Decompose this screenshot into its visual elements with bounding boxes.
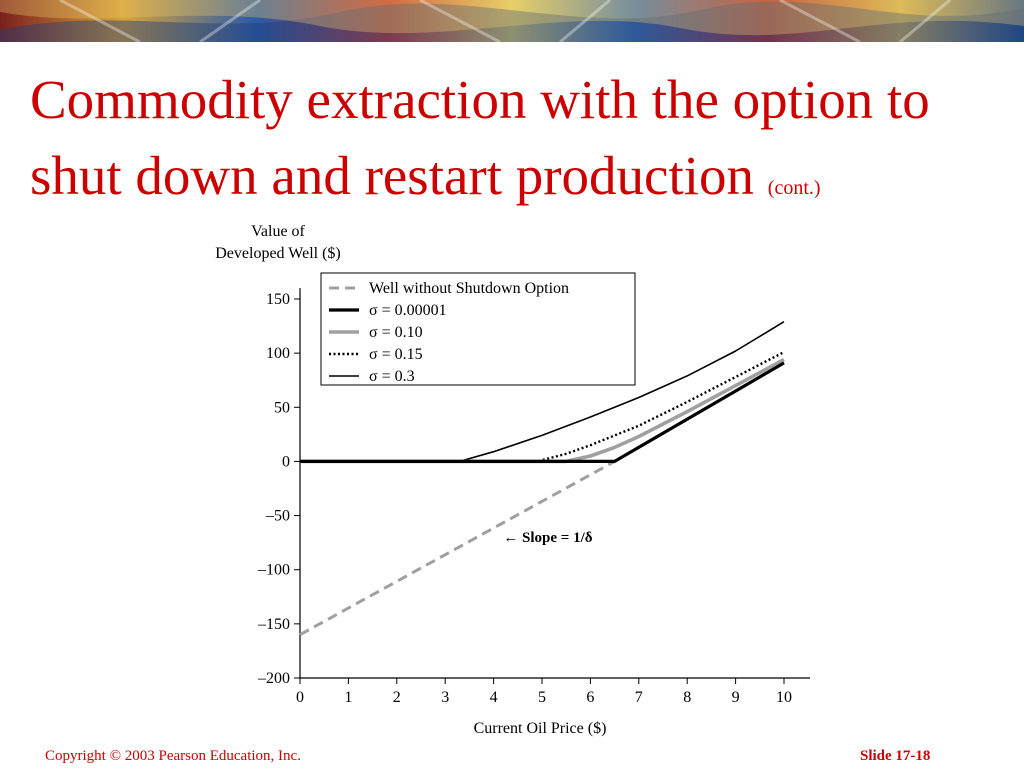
y-axis-label-line2: Developed Well ($) — [215, 245, 340, 262]
y-tick-label: 0 — [282, 453, 290, 470]
y-axis-label-line1: Value of — [251, 223, 305, 240]
series-layer — [299, 321, 785, 637]
y-tick-label: 50 — [274, 399, 290, 416]
y-tick-label: 150 — [266, 291, 290, 308]
series-line-1 — [300, 361, 785, 463]
y-tick-label: 100 — [266, 345, 290, 362]
series-line-0 — [299, 460, 616, 637]
decorative-banner — [0, 0, 1024, 42]
y-tick-label: –150 — [257, 616, 290, 633]
copyright-text: Copyright © 2003 Pearson Education, Inc. — [45, 748, 301, 764]
x-axis-label: Current Oil Price ($) — [474, 720, 607, 737]
y-tick-label: –50 — [265, 508, 290, 525]
axes: 150 100 50 0 –50 –100 –150 –200 0 1 2 3 4 5 6 7 8 9 10 — [257, 288, 810, 706]
x-tick-label: 1 — [344, 689, 352, 706]
x-tick-label: 4 — [490, 689, 498, 706]
legend-label: σ = 0.00001 — [369, 302, 447, 319]
slide-number: Slide 17-18 — [860, 748, 931, 764]
x-tick-label: 8 — [683, 689, 691, 706]
chart-container: Value of Developed Well ($) Current Oil … — [0, 210, 1024, 745]
legend-label: σ = 0.10 — [369, 324, 423, 341]
slide-title-suffix: (cont.) — [767, 177, 821, 199]
x-tick-label: 6 — [586, 689, 594, 706]
slope-annotation: ← Slope = 1/δ — [503, 530, 592, 546]
x-tick-label: 7 — [635, 689, 643, 706]
x-tick-label: 9 — [732, 689, 740, 706]
legend: Well without Shutdown Option σ = 0.00001 σ… — [320, 272, 636, 386]
legend-box — [320, 272, 636, 386]
well-value-chart: Value of Developed Well ($) Current Oil … — [215, 223, 810, 737]
slide-title: Commodity extraction with the option to … — [30, 62, 1010, 226]
legend-label: Well without Shutdown Option — [369, 280, 569, 297]
series-line-4 — [300, 321, 785, 463]
legend-label: σ = 0.3 — [369, 368, 415, 385]
x-tick-label: 5 — [538, 689, 546, 706]
x-tick-label: 2 — [393, 689, 401, 706]
y-tick-label: –100 — [257, 562, 290, 579]
x-tick-label: 3 — [441, 689, 449, 706]
slide-title-main: Commodity extraction with the option to … — [30, 69, 930, 206]
y-tick-label: –200 — [257, 670, 290, 687]
legend-label: σ = 0.15 — [369, 346, 423, 363]
banner-art — [0, 0, 1024, 42]
x-tick-label: 0 — [296, 689, 304, 706]
x-tick-label: 10 — [776, 689, 792, 706]
